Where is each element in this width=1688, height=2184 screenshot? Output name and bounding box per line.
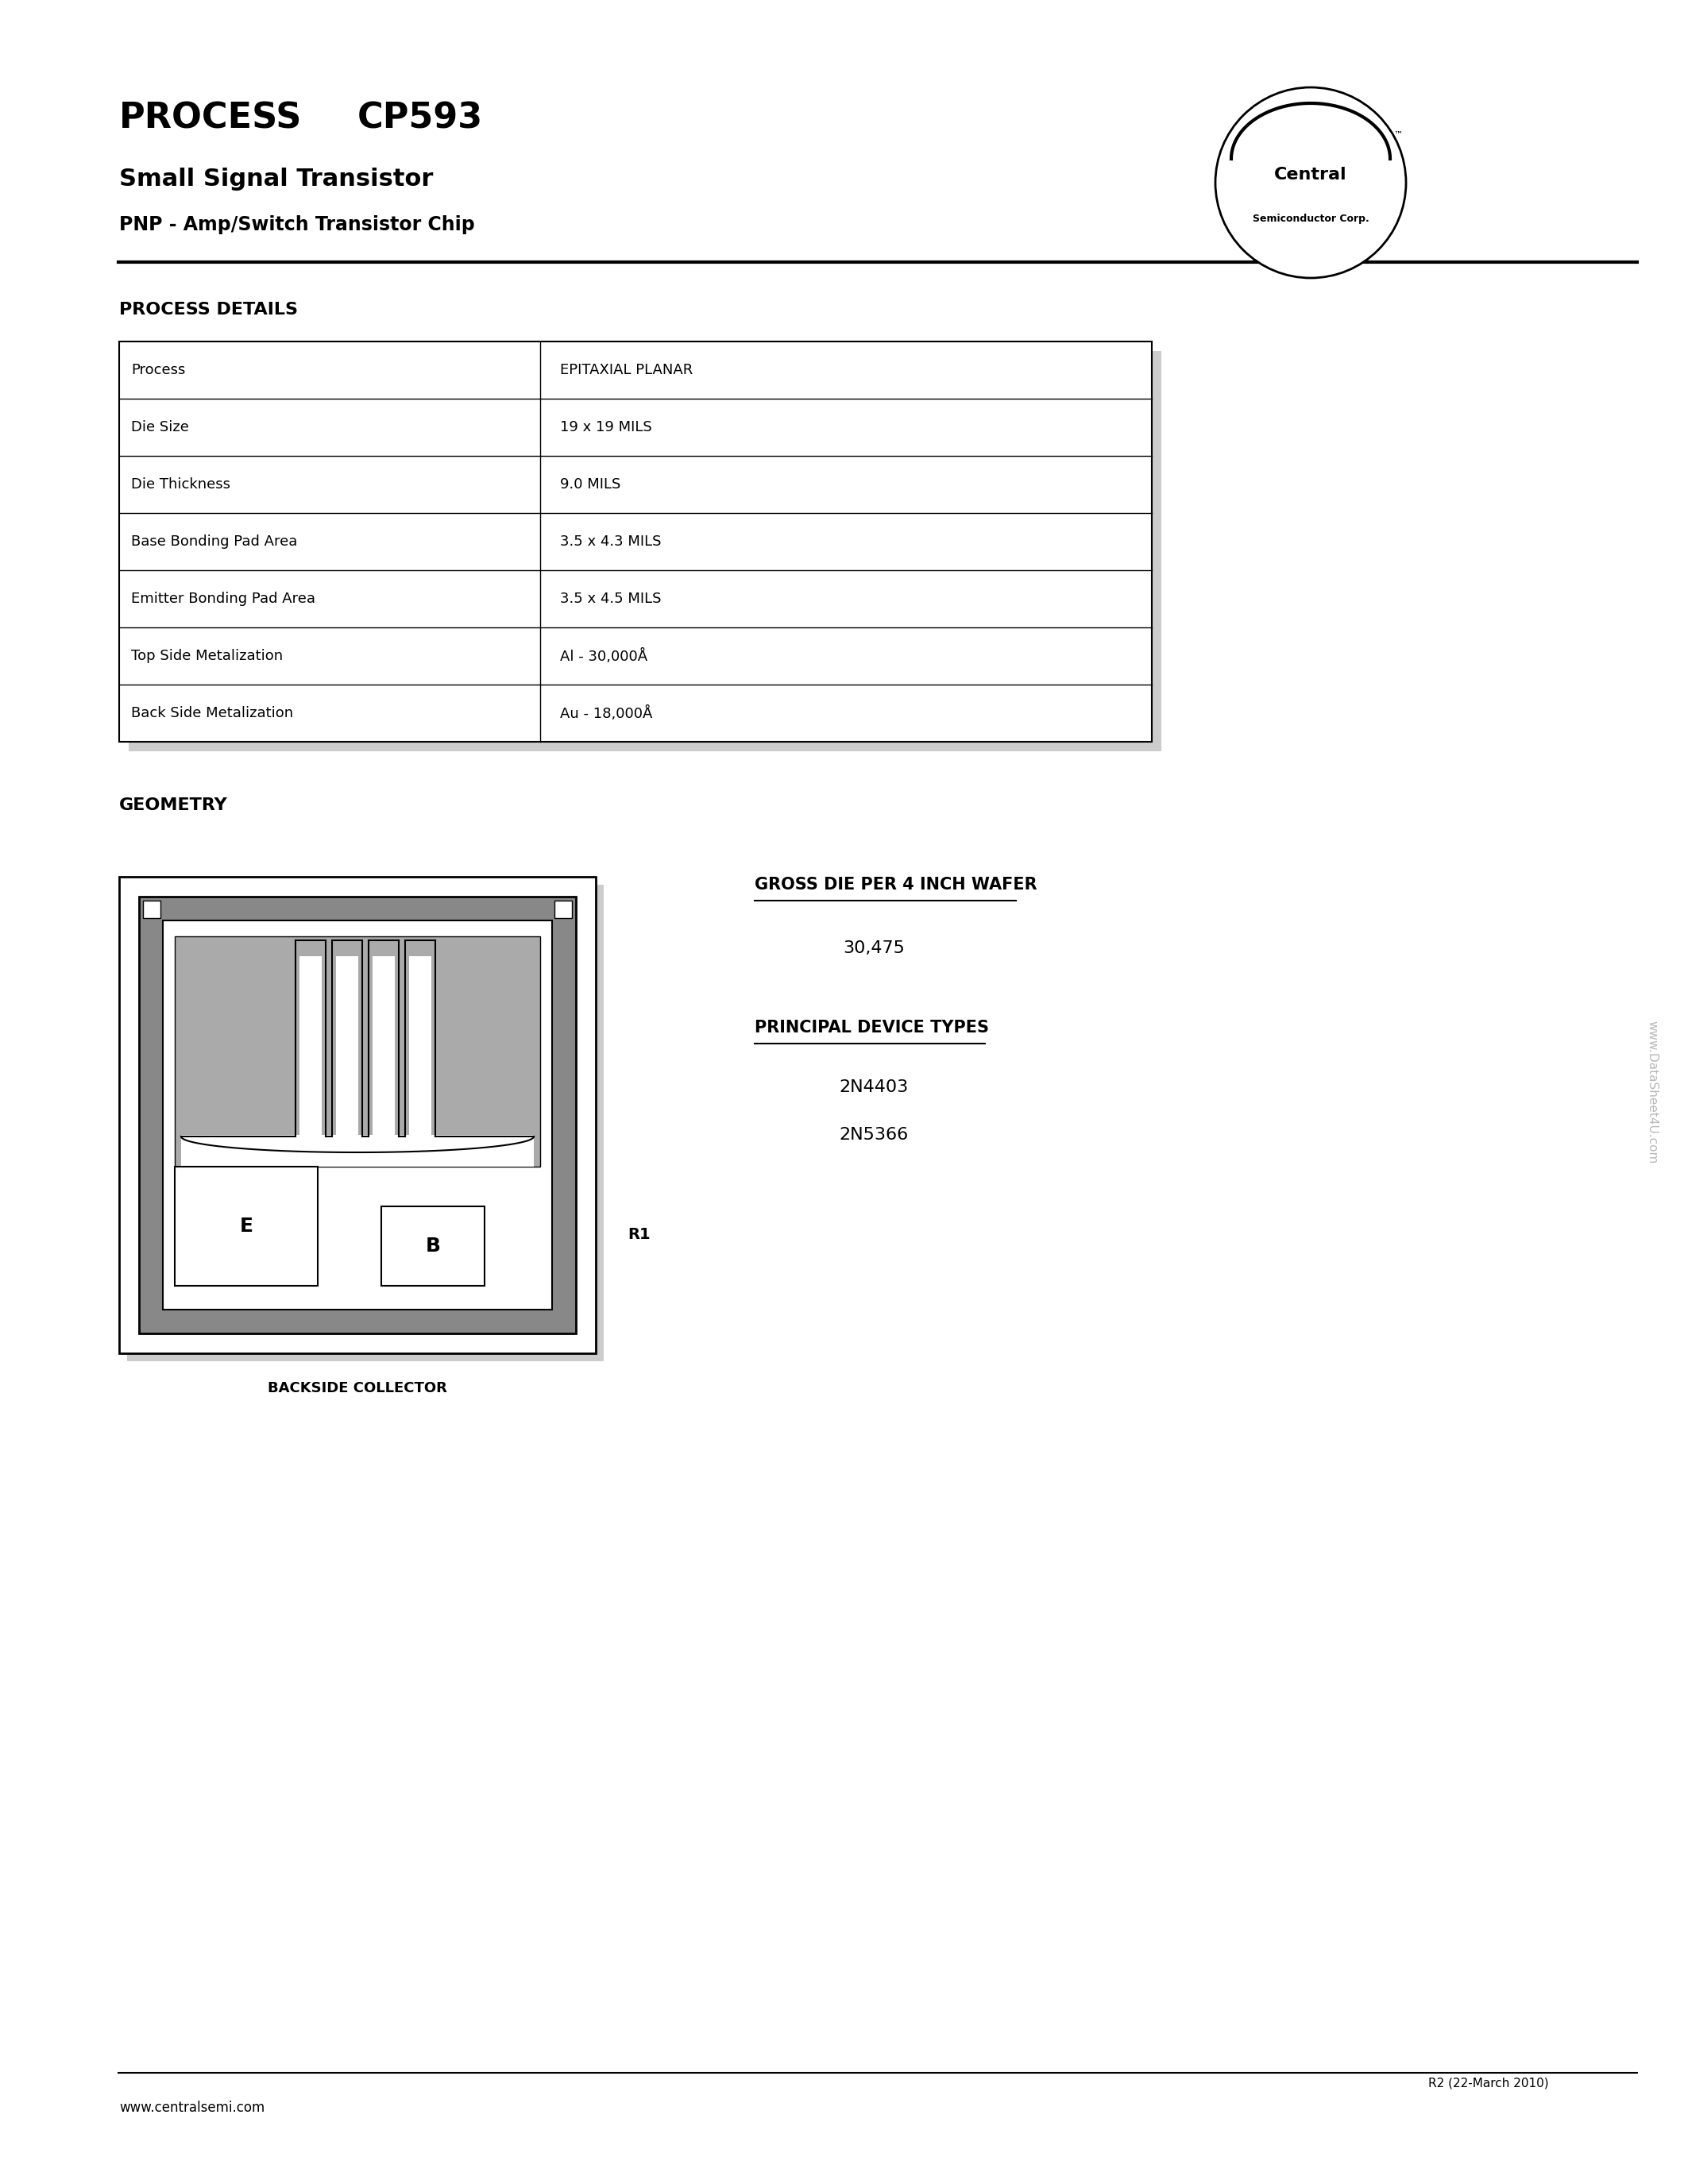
Text: 19 x 19 MILS: 19 x 19 MILS xyxy=(560,419,652,435)
Text: 30,475: 30,475 xyxy=(842,941,905,957)
Text: 9.0 MILS: 9.0 MILS xyxy=(560,478,621,491)
Text: R2 (22-March 2010): R2 (22-March 2010) xyxy=(1428,2077,1550,2088)
Text: 3.5 x 4.5 MILS: 3.5 x 4.5 MILS xyxy=(560,592,662,605)
Text: E: E xyxy=(240,1216,253,1236)
Text: 2N4403: 2N4403 xyxy=(839,1079,908,1094)
Text: GEOMETRY: GEOMETRY xyxy=(120,797,228,812)
Text: ™: ™ xyxy=(1394,131,1403,140)
Bar xyxy=(138,898,576,1334)
Bar xyxy=(162,919,552,1310)
Text: Small Signal Transistor: Small Signal Transistor xyxy=(120,168,434,190)
Bar xyxy=(381,1206,484,1286)
Text: GROSS DIE PER 4 INCH WAFER: GROSS DIE PER 4 INCH WAFER xyxy=(755,876,1036,893)
Circle shape xyxy=(1215,87,1406,277)
Text: CP593: CP593 xyxy=(358,100,483,135)
Bar xyxy=(336,957,358,1136)
Text: PRINCIPAL DEVICE TYPES: PRINCIPAL DEVICE TYPES xyxy=(755,1020,989,1035)
Text: PNP - Amp/Switch Transistor Chip: PNP - Amp/Switch Transistor Chip xyxy=(120,216,474,234)
Text: Process: Process xyxy=(132,363,186,378)
Text: Die Thickness: Die Thickness xyxy=(132,478,230,491)
Bar xyxy=(408,957,432,1136)
Bar xyxy=(120,341,1151,743)
Text: Au - 18,000Å: Au - 18,000Å xyxy=(560,705,653,721)
Text: PROCESS: PROCESS xyxy=(120,100,302,135)
Bar xyxy=(120,876,596,1354)
Bar xyxy=(554,900,572,917)
Bar xyxy=(373,957,395,1136)
Bar xyxy=(176,937,540,1166)
Bar xyxy=(128,352,1161,751)
Text: www.centralsemi.com: www.centralsemi.com xyxy=(120,2101,265,2114)
Bar xyxy=(143,900,160,917)
Text: PROCESS DETAILS: PROCESS DETAILS xyxy=(120,301,297,317)
Bar xyxy=(181,1136,533,1166)
Text: 3.5 x 4.3 MILS: 3.5 x 4.3 MILS xyxy=(560,535,662,548)
Text: www.DataSheet4U.com: www.DataSheet4U.com xyxy=(1646,1020,1658,1164)
Text: Base Bonding Pad Area: Base Bonding Pad Area xyxy=(132,535,297,548)
Text: EPITAXIAL PLANAR: EPITAXIAL PLANAR xyxy=(560,363,692,378)
Text: Central: Central xyxy=(1274,166,1347,183)
Text: Al - 30,000Å: Al - 30,000Å xyxy=(560,649,648,664)
Text: B: B xyxy=(425,1236,441,1256)
Text: Emitter Bonding Pad Area: Emitter Bonding Pad Area xyxy=(132,592,316,605)
Text: R1: R1 xyxy=(628,1227,650,1243)
Bar xyxy=(176,1166,317,1286)
Text: Top Side Metalization: Top Side Metalization xyxy=(132,649,284,664)
Text: 2N5366: 2N5366 xyxy=(839,1127,908,1142)
Text: Back Side Metalization: Back Side Metalization xyxy=(132,705,294,721)
Text: Semiconductor Corp.: Semiconductor Corp. xyxy=(1252,214,1369,223)
Bar xyxy=(127,885,604,1361)
Bar xyxy=(299,957,322,1136)
Text: Die Size: Die Size xyxy=(132,419,189,435)
Text: BACKSIDE COLLECTOR: BACKSIDE COLLECTOR xyxy=(268,1380,447,1396)
